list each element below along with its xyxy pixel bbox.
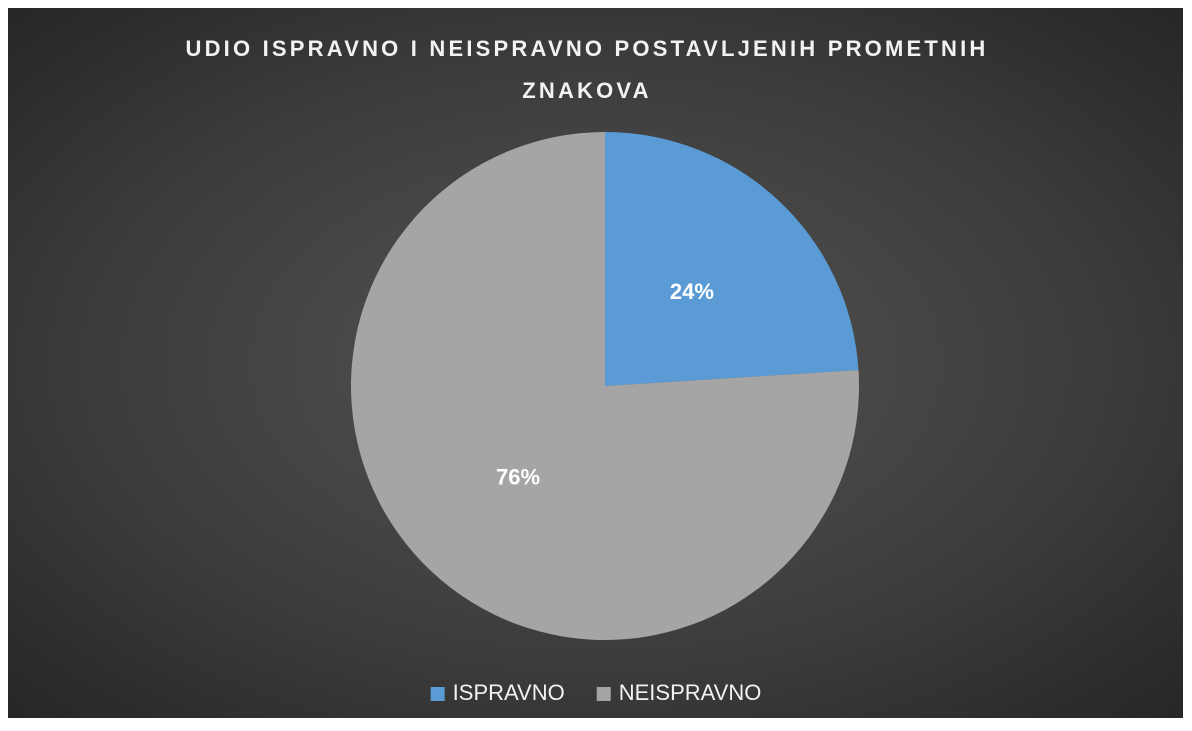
legend-label: ISPRAVNO: [453, 680, 565, 705]
pie-slice: [351, 132, 860, 641]
legend-swatch: [596, 687, 611, 701]
pie-slice: [605, 132, 859, 386]
data-label: 76%: [496, 464, 540, 489]
legend-label: NEISPRAVNO: [619, 680, 762, 705]
legend-swatch: [430, 687, 445, 701]
data-label: 24%: [670, 279, 714, 304]
chart-title: UDIO ISPRAVNO I NEISPRAVNO POSTAVLJENIH …: [185, 36, 989, 103]
